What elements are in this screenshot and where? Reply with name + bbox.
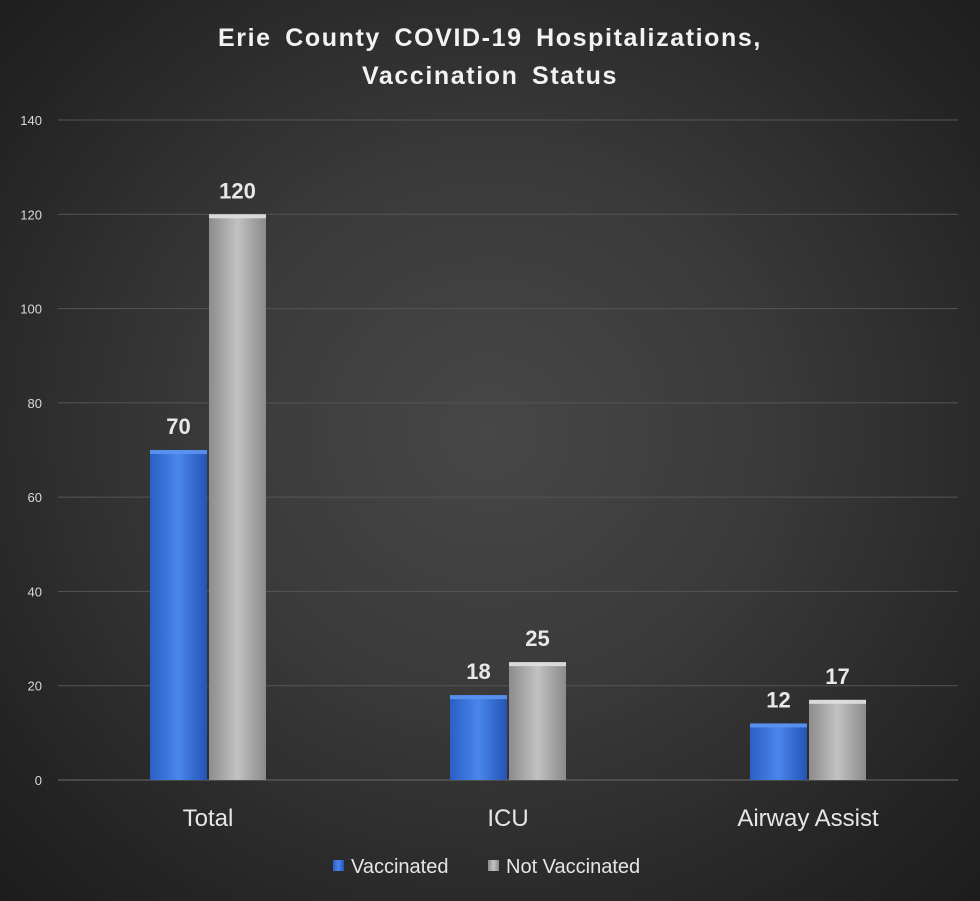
bar-top-bevel	[150, 450, 207, 454]
y-tick-label: 100	[20, 302, 42, 317]
bar-not-vaccinated-airway-assist	[809, 699, 866, 780]
gridlines	[58, 119, 958, 781]
y-tick-label: 120	[20, 207, 42, 222]
y-tick-label: 20	[28, 679, 42, 694]
legend-swatch-vaccinated	[333, 860, 344, 871]
y-tick-label: 60	[28, 490, 42, 505]
legend-label: Vaccinated	[351, 856, 448, 878]
data-label: 18	[466, 659, 490, 684]
data-label: 120	[219, 178, 256, 203]
y-axis: 0 20 40 60 80 100 120 140	[20, 113, 42, 788]
legend: Vaccinated Not Vaccinated	[333, 856, 640, 878]
data-label: 12	[766, 687, 790, 712]
bar-vaccinated-total	[150, 450, 207, 780]
data-label: 70	[166, 414, 190, 439]
chart-title-line: Vaccination Status	[362, 62, 618, 90]
y-tick-label: 40	[28, 584, 42, 599]
legend-label: Not Vaccinated	[506, 856, 640, 878]
data-label: 25	[525, 626, 549, 651]
bar-vaccinated-icu	[450, 695, 507, 780]
bars	[150, 214, 866, 781]
data-labels: 70 18 12 120 25 17	[166, 178, 849, 712]
bar-top-bevel	[809, 699, 866, 704]
bar-top-bevel	[450, 695, 507, 700]
data-label: 17	[825, 664, 849, 689]
x-tick-label: Airway Assist	[737, 805, 879, 832]
x-axis: Total ICU Airway Assist	[183, 805, 879, 832]
chart-title-line: Erie County COVID-19 Hospitalizations,	[218, 24, 762, 52]
chart-title: Erie County COVID-19 Hospitalizations, Va…	[218, 24, 762, 90]
legend-swatch-not-vaccinated	[488, 860, 499, 871]
bar-vaccinated-airway-assist	[750, 723, 807, 780]
bar-not-vaccinated-icu	[509, 662, 566, 780]
bar-top-bevel	[209, 214, 266, 219]
bar-not-vaccinated-total	[209, 214, 266, 781]
x-tick-label: ICU	[487, 805, 528, 832]
x-tick-label: Total	[183, 805, 234, 832]
y-tick-label: 0	[35, 773, 42, 788]
bar-top-bevel	[750, 723, 807, 728]
y-tick-label: 140	[20, 113, 42, 128]
y-tick-label: 80	[28, 396, 42, 411]
bar-top-bevel	[509, 662, 566, 667]
